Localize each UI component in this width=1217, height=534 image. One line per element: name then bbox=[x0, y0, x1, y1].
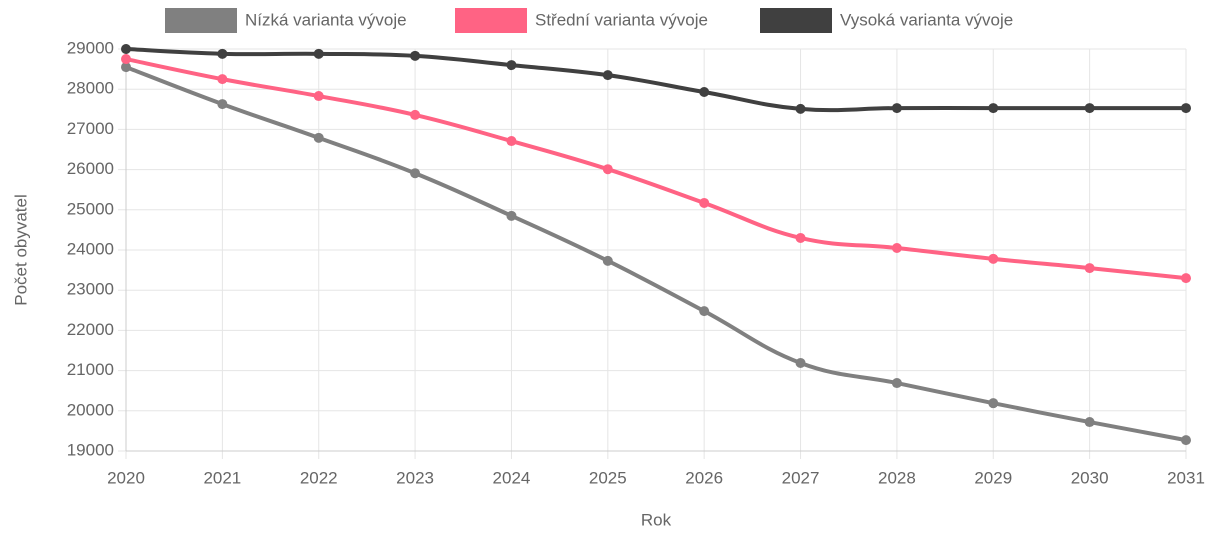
data-point bbox=[121, 62, 131, 73]
x-tick-label: 2025 bbox=[589, 468, 627, 487]
x-tick-label: 2031 bbox=[1167, 468, 1205, 487]
data-point bbox=[699, 87, 710, 98]
legend-label: Nízká varianta vývoje bbox=[245, 10, 407, 29]
data-point bbox=[795, 357, 806, 368]
y-tick-label: 26000 bbox=[67, 159, 114, 178]
data-point bbox=[1181, 273, 1191, 284]
data-point bbox=[1181, 435, 1191, 446]
x-tick-label: 2020 bbox=[107, 468, 145, 487]
legend-label: Vysoká varianta vývoje bbox=[840, 10, 1013, 29]
series-line bbox=[125, 47, 1186, 113]
data-point bbox=[313, 132, 324, 143]
data-point bbox=[217, 74, 228, 85]
data-point bbox=[699, 197, 710, 208]
data-point bbox=[795, 103, 806, 114]
data-point bbox=[410, 109, 421, 120]
data-point bbox=[891, 378, 902, 389]
y-tick-label: 23000 bbox=[67, 280, 114, 299]
data-point bbox=[1181, 103, 1191, 114]
y-tick-label: 21000 bbox=[67, 360, 114, 379]
data-point bbox=[988, 103, 999, 114]
x-tick-label: 2022 bbox=[300, 468, 338, 487]
data-point bbox=[121, 44, 131, 54]
y-tick-label: 28000 bbox=[67, 79, 114, 98]
data-point bbox=[988, 398, 999, 409]
legend-label: Střední varianta vývoje bbox=[535, 10, 708, 29]
x-tick-label: 2024 bbox=[493, 468, 531, 487]
x-tick-label: 2021 bbox=[203, 468, 241, 487]
data-point bbox=[506, 136, 517, 147]
x-tick-label: 2029 bbox=[974, 468, 1012, 487]
legend-swatch bbox=[165, 8, 237, 33]
y-tick-label: 19000 bbox=[67, 440, 114, 459]
data-point bbox=[891, 103, 902, 114]
data-point bbox=[1084, 103, 1095, 114]
x-tick-label: 2028 bbox=[878, 468, 916, 487]
series-line bbox=[125, 57, 1187, 281]
legend-swatch bbox=[455, 8, 527, 33]
data-point bbox=[988, 253, 999, 264]
y-tick-label: 27000 bbox=[67, 119, 114, 138]
y-tick-label: 24000 bbox=[67, 239, 114, 258]
data-point bbox=[1084, 417, 1095, 428]
data-point bbox=[1084, 263, 1095, 274]
x-axis-title: Rok bbox=[641, 510, 672, 529]
y-tick-label: 20000 bbox=[67, 400, 114, 419]
data-point bbox=[795, 232, 806, 243]
data-point bbox=[506, 210, 517, 221]
data-point bbox=[410, 168, 421, 179]
data-point bbox=[121, 54, 131, 65]
x-tick-label: 2023 bbox=[396, 468, 434, 487]
y-tick-label: 29000 bbox=[67, 38, 114, 57]
data-point bbox=[602, 70, 613, 81]
data-point bbox=[602, 255, 613, 266]
y-tick-label: 22000 bbox=[67, 320, 114, 339]
data-point bbox=[217, 48, 228, 59]
data-point bbox=[410, 50, 421, 61]
data-point bbox=[313, 91, 324, 102]
data-point bbox=[217, 99, 228, 110]
legend-swatch bbox=[760, 8, 832, 33]
x-tick-label: 2030 bbox=[1071, 468, 1109, 487]
data-point bbox=[891, 242, 902, 253]
data-point bbox=[602, 164, 613, 175]
x-tick-label: 2026 bbox=[685, 468, 723, 487]
y-tick-label: 25000 bbox=[67, 199, 114, 218]
data-point bbox=[699, 306, 710, 317]
series-line bbox=[125, 65, 1187, 443]
data-point bbox=[313, 48, 324, 59]
y-axis-title: Počet obyvatel bbox=[11, 194, 30, 306]
x-tick-label: 2027 bbox=[782, 468, 820, 487]
data-point bbox=[506, 60, 517, 71]
